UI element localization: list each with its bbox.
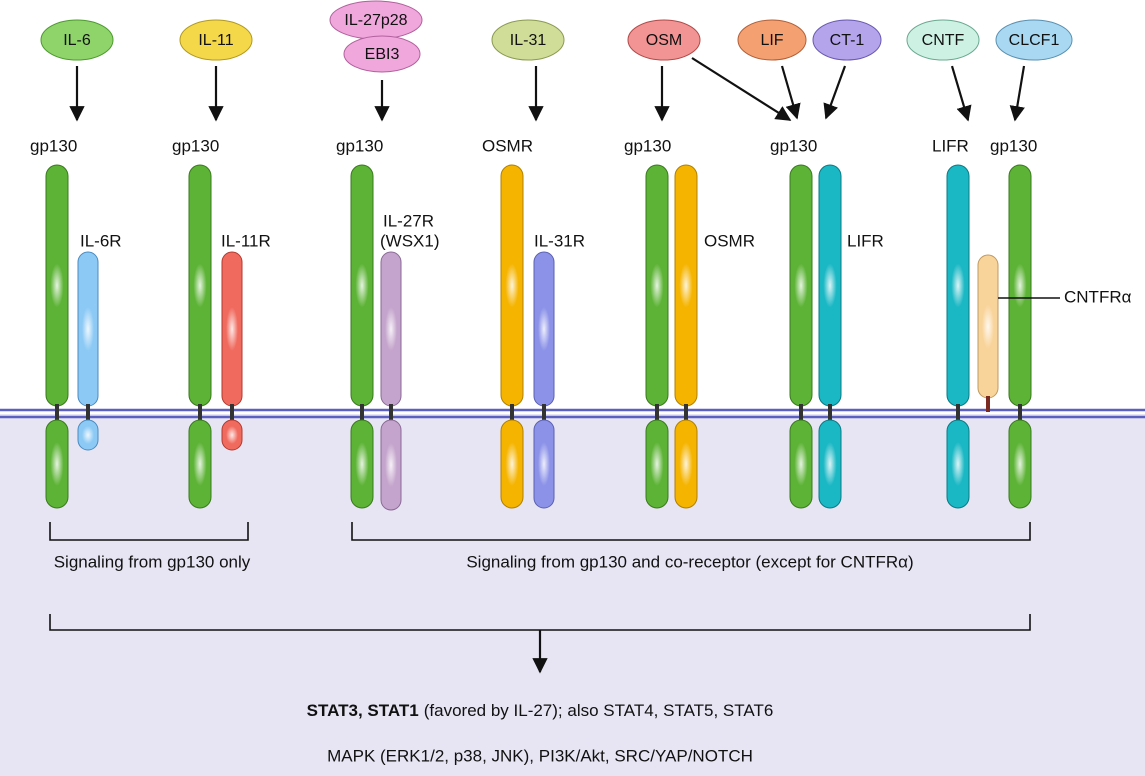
highlight (50, 442, 64, 486)
highlight (679, 263, 693, 308)
ligand (179, 19, 253, 61)
arrow (691, 57, 792, 121)
receptor-labels: gp130 IL-6R gp130 IL-11R gp130 IL-27R (W… (30, 136, 1132, 306)
transmembrane (799, 404, 803, 422)
arrow (1009, 65, 1026, 122)
highlight (193, 442, 207, 486)
transmembrane (986, 396, 990, 412)
ligand (40, 19, 114, 61)
transmembrane (1018, 404, 1022, 422)
arrow (780, 65, 801, 120)
highlight (823, 442, 837, 486)
transmembrane (655, 404, 659, 422)
receptor-label: OSMR (704, 231, 755, 250)
transmembrane (542, 404, 546, 422)
highlight (226, 426, 238, 444)
output-bold: STAT3, STAT1 (307, 701, 419, 720)
transmembrane (828, 404, 832, 422)
highlight (82, 426, 94, 444)
ligand-label: OSM (646, 32, 682, 49)
highlight (650, 263, 664, 308)
highlight (951, 442, 965, 486)
ligand-label: IL-6 (63, 32, 91, 49)
highlight (823, 263, 837, 308)
ligand (343, 35, 421, 73)
ligand-label: IL-31 (510, 32, 547, 49)
ligand-label: LIF (760, 32, 783, 49)
ligand (906, 19, 980, 61)
bracket (351, 522, 1031, 541)
transmembrane (86, 404, 90, 422)
receptor-label: gp130 (990, 136, 1037, 155)
ligand (812, 19, 882, 61)
highlight (951, 263, 965, 308)
ligand-label: IL-27p28 (344, 12, 407, 29)
highlight (794, 263, 808, 308)
ligand (995, 19, 1073, 61)
receptor-label: OSMR (482, 136, 533, 155)
receptor-label: LIFR (932, 136, 969, 155)
highlight (385, 443, 397, 487)
ligand (627, 19, 701, 61)
receptor-label: gp130 (172, 136, 219, 155)
output-line: MAPK (ERK1/2, p38, JNK), PI3K/Akt, SRC/Y… (327, 746, 753, 765)
ligands: IL-6 IL-11 IL-27p28 EBI3 IL-31 OSM LIF C… (40, 0, 1073, 73)
receptor-label: CNTFRα (1064, 287, 1132, 306)
ligand-label: CLCF1 (1009, 32, 1060, 49)
ligand-label: CNTF (922, 32, 965, 49)
receptor-label: gp130 (770, 136, 817, 155)
highlight (794, 442, 808, 486)
receptor-label: IL-31R (534, 231, 585, 250)
highlight (1013, 263, 1027, 308)
receptor-label: LIFR (847, 231, 884, 250)
receptor-label: (WSX1) (380, 231, 440, 250)
group-label: Signaling from gp130 only (54, 552, 251, 571)
ligand-label: CT-1 (830, 32, 865, 49)
receptor-label: gp130 (624, 136, 671, 155)
highlight (505, 263, 519, 308)
transmembrane (510, 404, 514, 422)
transmembrane (55, 404, 59, 422)
highlight (538, 307, 550, 351)
highlight (193, 263, 207, 308)
transmembrane (360, 404, 364, 422)
cytoplasm (0, 414, 1145, 776)
transmembrane (230, 404, 234, 422)
transmembrane (389, 404, 393, 422)
highlight (226, 307, 238, 351)
highlight (650, 442, 664, 486)
highlight (355, 263, 369, 308)
highlight (385, 307, 397, 351)
receptor-label: gp130 (336, 136, 383, 155)
transmembrane (198, 404, 202, 422)
ligand-label: EBI3 (365, 46, 400, 63)
highlight (679, 442, 693, 486)
output-line: STAT3, STAT1 (favored by IL-27); also STA… (307, 701, 774, 720)
highlight (82, 307, 94, 351)
highlight (982, 304, 994, 349)
ligand (491, 19, 565, 61)
transmembrane (956, 404, 960, 422)
receptor-label: gp130 (30, 136, 77, 155)
arrow (950, 65, 972, 122)
arrows (69, 57, 1026, 122)
bracket (49, 522, 249, 541)
highlight (505, 442, 519, 486)
highlight (355, 442, 369, 486)
arrow (823, 65, 847, 120)
highlight (538, 442, 550, 486)
group-label: Signaling from gp130 and co-receptor (ex… (466, 552, 913, 571)
highlight (1013, 442, 1027, 486)
ligand (737, 19, 807, 61)
receptor-label: IL-27R (383, 211, 434, 230)
receptor-label: IL-11R (221, 231, 271, 250)
ligand-label: IL-11 (198, 32, 233, 49)
receptor-label: IL-6R (80, 231, 122, 250)
transmembrane (684, 404, 688, 422)
highlight (50, 263, 64, 308)
output-rest: (favored by IL-27); also STAT4, STAT5, S… (424, 701, 774, 720)
